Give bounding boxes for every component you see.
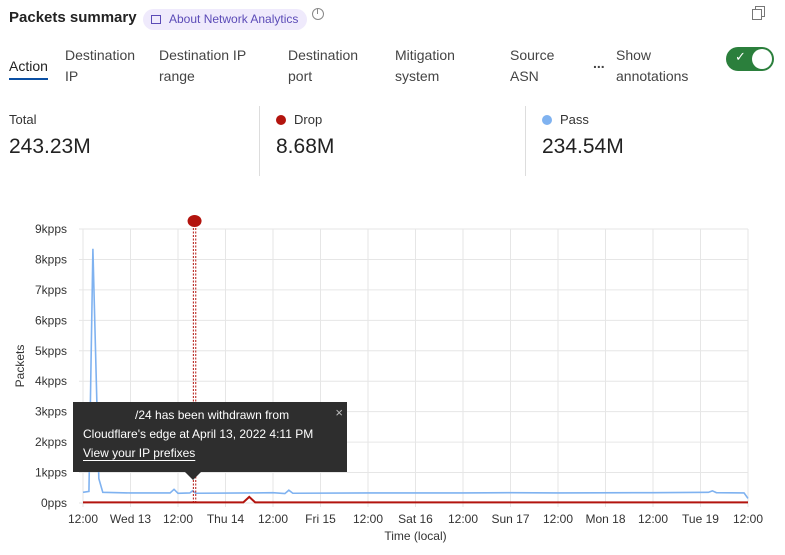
packets-chart: 0pps 1kpps 2kpps 3kpps 4kpps 5kpps 6kpps 7kpps 8… <box>13 215 763 543</box>
tab-destination-ip-range[interactable]: Destination IP range <box>159 47 246 84</box>
x-tick-label: 12:00 <box>258 512 288 526</box>
x-tick-label: Tue 19 <box>682 512 719 526</box>
about-label: About Network Analytics <box>169 12 299 26</box>
tab-destination-ip[interactable]: Destination IP <box>65 47 136 84</box>
view-ip-prefixes-link[interactable]: View your IP prefixes <box>83 446 196 460</box>
tab-mitigation-system[interactable]: Mitigation system <box>395 47 455 84</box>
drop-label: Drop <box>294 112 323 127</box>
x-tick-label: 12:00 <box>638 512 668 526</box>
x-tick-label: Sun 17 <box>491 512 529 526</box>
y-tick-label: 0pps <box>41 496 67 510</box>
x-tick-label: 12:00 <box>448 512 478 526</box>
y-axis-label: Packets <box>13 345 27 388</box>
x-tick-label: 12:00 <box>543 512 573 526</box>
x-tick-label: 12:00 <box>353 512 383 526</box>
y-tick-label: 5kpps <box>35 344 67 358</box>
y-tick-label: 3kpps <box>35 405 67 419</box>
x-tick-label: Sat 16 <box>398 512 433 526</box>
summary-total: Total 243.23M <box>9 112 91 176</box>
close-icon[interactable]: × <box>335 405 343 420</box>
summary-drop: Drop 8.68M <box>276 112 334 176</box>
x-axis-label: Time (local) <box>384 529 446 543</box>
x-tick-label: Thu 14 <box>207 512 245 526</box>
y-tick-label: 1kpps <box>35 466 67 480</box>
show-annotations-label: Show annotations <box>616 47 689 84</box>
x-tick-label: Fri 15 <box>305 512 336 526</box>
page-title: Packets summary <box>9 9 137 26</box>
annotation-marker[interactable] <box>187 215 202 227</box>
tab-action[interactable]: Action <box>9 56 48 80</box>
y-tick-label: 6kpps <box>35 313 67 327</box>
series-line-pass <box>82 248 749 499</box>
x-tick-label: Wed 13 <box>110 512 151 526</box>
show-annotations-toggle[interactable]: ✓ <box>726 47 774 71</box>
summary-pass: Pass 234.54M <box>542 112 624 176</box>
y-tick-label: 7kpps <box>35 283 67 297</box>
series-line-drop <box>83 495 748 504</box>
drop-legend-dot <box>276 115 286 125</box>
book-icon <box>151 15 161 24</box>
tab-source-asn[interactable]: Source ASN <box>510 47 555 84</box>
about-network-analytics-button[interactable]: About Network Analytics <box>143 9 308 30</box>
x-tick-label: 12:00 <box>68 512 98 526</box>
x-tick-label: Mon 18 <box>585 512 625 526</box>
total-value: 243.23M <box>9 135 91 158</box>
total-label: Total <box>9 112 37 127</box>
y-tick-label: 9kpps <box>35 222 67 236</box>
clock-icon[interactable] <box>312 8 324 20</box>
annotation-tooltip: /24 has been withdrawn from Cloudflare's… <box>73 402 347 480</box>
copy-icon[interactable] <box>752 9 762 20</box>
pass-value: 234.54M <box>542 135 624 158</box>
check-icon: ✓ <box>735 49 746 64</box>
tab-destination-port[interactable]: Destination port <box>288 47 359 84</box>
pass-label: Pass <box>560 112 589 127</box>
tooltip-line2: Cloudflare's edge at April 13, 2022 4:11… <box>83 427 314 441</box>
y-tick-label: 4kpps <box>35 374 67 388</box>
tooltip-line1: /24 has been withdrawn from <box>135 408 290 422</box>
drop-value: 8.68M <box>276 135 335 158</box>
pass-legend-dot <box>542 115 552 125</box>
y-tick-label: 2kpps <box>35 435 67 449</box>
x-tick-label: 12:00 <box>733 512 763 526</box>
y-tick-label: 8kpps <box>35 252 67 266</box>
x-tick-label: 12:00 <box>163 512 193 526</box>
more-tabs-button[interactable]: ... <box>593 55 605 71</box>
